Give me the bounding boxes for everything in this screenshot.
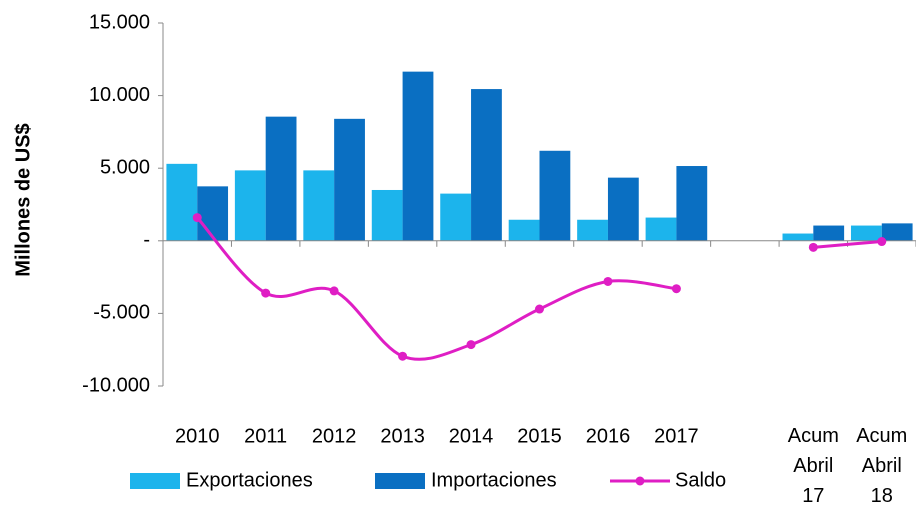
legend-swatch [130, 473, 180, 489]
bar [782, 233, 814, 241]
line-point [877, 237, 887, 247]
legend-swatch [375, 473, 425, 489]
line-point [192, 213, 202, 223]
line-point [398, 351, 408, 361]
legend-label: Saldo [675, 469, 726, 491]
y-axis-label: Millones de US$ [12, 123, 34, 276]
bar [371, 189, 403, 241]
bar [471, 89, 502, 241]
x-tick-label: Acum Abril 18 [856, 425, 907, 507]
bar [645, 217, 677, 241]
legend-label: Exportaciones [186, 469, 313, 491]
bar [402, 71, 434, 241]
line-point [466, 340, 476, 350]
x-tick-label: 2010 [175, 425, 220, 447]
bar [265, 116, 297, 241]
bar [440, 193, 472, 241]
bar [881, 223, 913, 241]
x-tick-label: 2016 [586, 425, 631, 447]
line-point [535, 304, 544, 314]
bar [676, 166, 708, 241]
bar [850, 225, 882, 241]
y-tick-label: -10.000 [82, 374, 150, 396]
bar [539, 150, 571, 241]
x-tick-label: 2015 [517, 425, 562, 447]
line-point [808, 242, 818, 252]
y-tick-label: - [143, 229, 150, 251]
legend-label: Importaciones [431, 469, 557, 491]
x-tick-label: 2017 [654, 425, 699, 447]
x-tick-label: 2011 [244, 425, 287, 447]
x-tick-label: 2012 [312, 425, 357, 447]
bar [166, 163, 198, 241]
line-point [329, 286, 339, 296]
line-point [603, 276, 613, 286]
line-point [671, 284, 681, 294]
legend-swatch [635, 476, 645, 486]
bar [813, 225, 845, 241]
x-tick-label: 2014 [449, 425, 494, 447]
bar [234, 170, 266, 241]
bar [334, 118, 365, 241]
bar [197, 186, 229, 241]
line-point [261, 288, 271, 298]
y-tick-label: -5.000 [93, 302, 150, 324]
bar [577, 219, 608, 241]
y-tick-label: 5.000 [100, 156, 150, 178]
x-tick-label: Acum Abril 17 [788, 425, 839, 507]
y-tick-label: 10.000 [89, 84, 150, 106]
x-tick-label: 2013 [380, 425, 425, 447]
y-tick-label: 15.000 [89, 11, 150, 33]
bar [607, 177, 639, 241]
bar [508, 219, 540, 241]
bar [303, 170, 335, 241]
